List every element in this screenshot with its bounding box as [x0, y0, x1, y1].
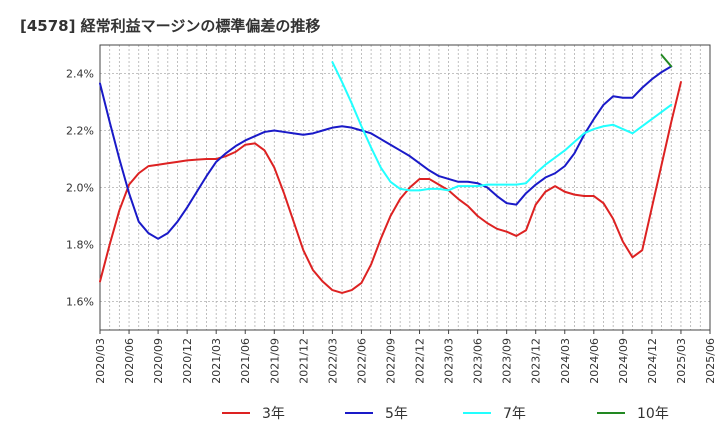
- y-tick-label: 1.6%: [66, 296, 94, 309]
- x-tick-label: 2020/03: [94, 338, 107, 384]
- y-tick-label: 2.4%: [66, 68, 94, 81]
- x-tick-label: 2023/09: [501, 338, 514, 384]
- series-line-4: [660, 53, 673, 68]
- x-tick-label: 2024/12: [646, 338, 659, 384]
- x-tick-label: 2025/06: [704, 338, 717, 384]
- x-tick-label: 2023/06: [472, 338, 485, 384]
- legend-label: 5年: [385, 406, 408, 422]
- x-tick-label: 2022/06: [355, 338, 368, 384]
- y-tick-label: 2.0%: [66, 182, 94, 195]
- y-tick-label: 1.8%: [66, 239, 94, 252]
- x-tick-label: 2021/12: [297, 338, 310, 384]
- series-line-3: [331, 61, 673, 192]
- chart-legend: 3年 5年 7年 10年: [222, 406, 669, 422]
- x-tick-label: 2020/09: [152, 338, 165, 384]
- x-tick-label: 2022/12: [414, 338, 427, 384]
- x-tick-label: 2022/09: [384, 338, 397, 384]
- legend-label: 10年: [637, 406, 669, 422]
- x-tick-label: 2023/12: [530, 338, 543, 384]
- x-tick-label: 2020/06: [123, 338, 136, 384]
- legend-label: 3年: [262, 406, 285, 422]
- legend-label: 7年: [503, 406, 526, 422]
- x-tick-label: 2024/03: [559, 338, 572, 384]
- x-tick-label: 2021/06: [239, 338, 252, 384]
- x-tick-label: 2022/03: [326, 338, 339, 384]
- series-line-2: [99, 65, 673, 240]
- x-tick-label: 2021/03: [210, 338, 223, 384]
- x-tick-label: 2024/09: [617, 338, 630, 384]
- x-tick-label: 2023/03: [443, 338, 456, 384]
- x-tick-label: 2025/03: [675, 338, 688, 384]
- x-tick-label: 2024/06: [588, 338, 601, 384]
- chart-title: [4578] 経常利益マージンの標準偏差の推移: [20, 17, 320, 35]
- series-line-1: [99, 81, 682, 294]
- y-tick-label: 2.2%: [66, 125, 94, 138]
- plot-area: 1.6% 1.8% 2.0% 2.2% 2.4% 2020/03 2020/06 2020/0…: [66, 44, 717, 384]
- x-tick-label: 2020/12: [181, 338, 194, 384]
- x-tick-label: 2021/09: [268, 338, 281, 384]
- plot-frame: [99, 44, 711, 331]
